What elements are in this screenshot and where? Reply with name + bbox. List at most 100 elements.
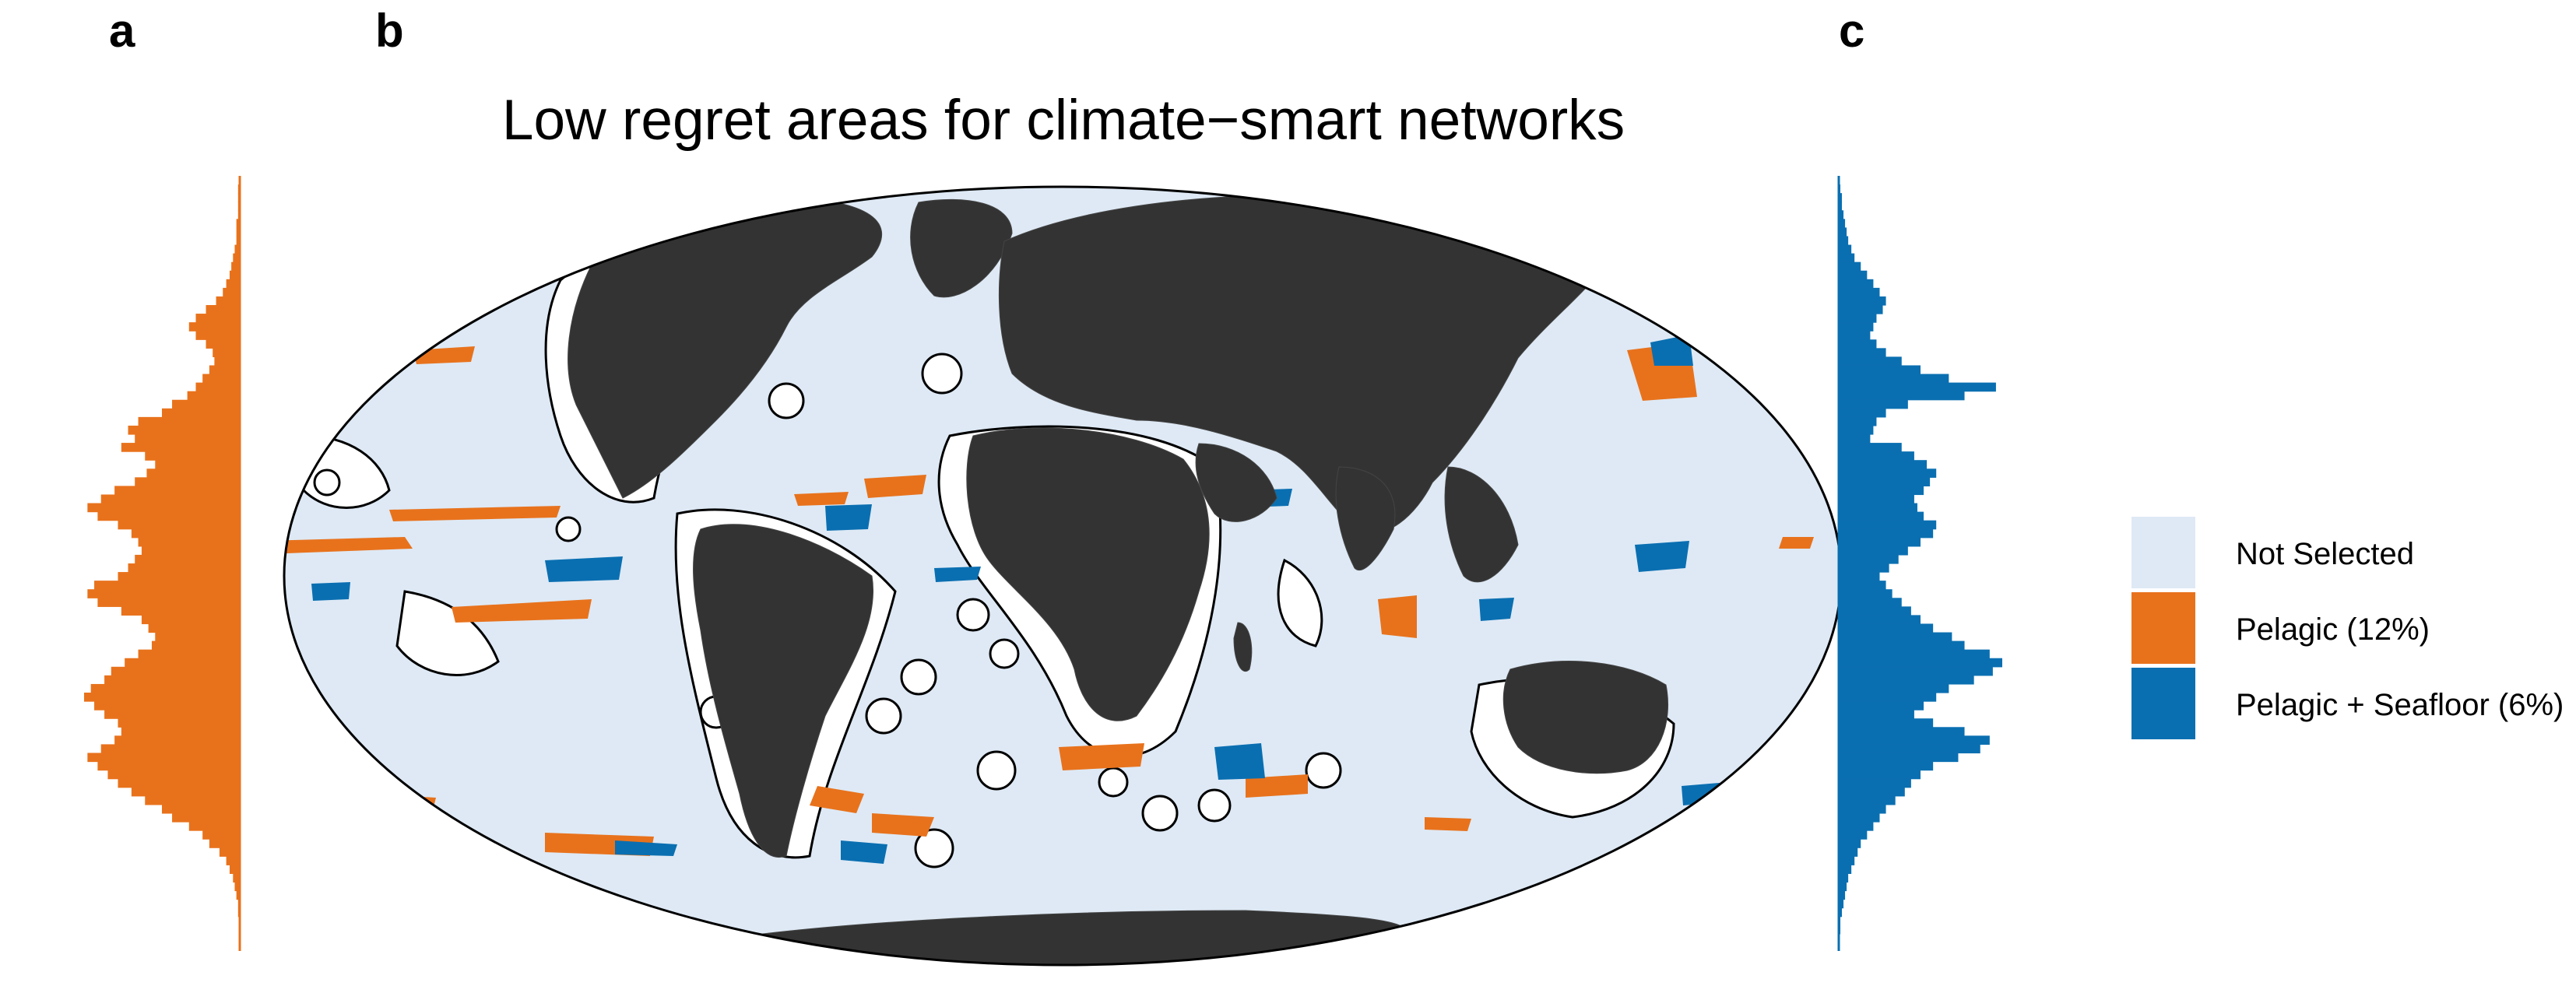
pelagic-seafloor-histogram-bar [1839,554,1899,564]
land-arabia [1195,443,1277,522]
pelagic-seafloor-histogram-bar [1839,270,1868,280]
pelagic-seafloor-histogram-bar [1839,236,1849,246]
pelagic-seafloor-histogram-bar [1839,425,1874,435]
pelagic-histogram-bar [138,537,240,547]
pelagic-seafloor-histogram-bar [1839,305,1883,314]
pelagic-seafloor-histogram-bar [1839,727,1965,736]
pelagic-histogram-bar [141,546,240,556]
pelagic-histogram-bar [231,261,240,272]
pelagic-histogram-bar [135,554,240,564]
pelagic-histogram-bar [206,339,240,349]
panel-label-b: b [375,5,404,57]
pelagic-histogram-bar [162,408,240,418]
pelagic-seafloor-histogram-bar [1839,434,1871,444]
pelagic-seafloor-histogram-bar [1839,219,1846,228]
pelagic-seafloor-histogram-bar [1839,675,1974,685]
legend-label-pelagic-seafloor: Pelagic + Seafloor (6%) [2236,688,2564,722]
pelagic-histogram-bar [223,287,240,297]
land-south-america [693,524,873,858]
pelagic-histogram-bar [216,296,240,306]
pelagic-histogram-bar [233,253,240,263]
pelagic-histogram-bar [187,391,240,401]
pelagic-seafloor-histogram-bar [1839,563,1889,573]
pelagic-histogram-bar [121,727,240,736]
map-title: Low regret areas for climate−smart netwo… [501,89,1625,152]
pelagic-histogram-bar [128,563,240,573]
pelagic-histogram-bar [226,279,240,289]
pelagic-histogram-bar [155,632,240,642]
pelagic-seafloor-histogram-bar [1839,632,1952,642]
pelagic-seafloor-histogram-bar [1839,365,1921,375]
pelagic-histogram-bar [104,710,240,719]
pelagic-seafloor-histogram-bar [1839,589,1892,598]
pelagic-seafloor-histogram-bar [1839,287,1880,297]
pelagic-histogram-bar [206,305,240,314]
pelagic-histogram-bar [229,270,240,280]
pelagic-seafloor-histogram-bar [1839,812,1880,823]
pelagic-seafloor-histogram-bar [1839,511,1924,521]
pelagic-seafloor-histogram-bar [1839,382,1996,392]
pelagic-histogram-bar [209,365,240,375]
pelagic-seafloor-histogram-bar [1839,804,1886,814]
pelagic-histogram-bar [233,873,240,883]
pelagic-seafloor-histogram-bar [1839,486,1924,496]
pelagic-histogram-bar [148,623,240,633]
pelagic-seafloor-histogram-bar [1839,356,1902,367]
panel-label-c: c [1839,5,1865,57]
pelagic-seafloor-histogram-bar [1839,787,1905,797]
pelagic-histogram-bar [195,314,240,323]
panel-label-a: a [109,5,135,57]
pelagic-seafloor-histogram-bar [1839,718,1934,728]
pelagic-histogram-bar [90,683,241,693]
pelagic-seafloor-histogram-bar [1839,572,1880,581]
pelagic-histogram-bar [236,227,240,237]
pelagic-histogram-bar [121,606,240,616]
pelagic-seafloor-histogram-bar [1839,623,1934,633]
pelagic-seafloor-histogram-bar [1839,503,1917,513]
pelagic-histogram-bar [97,598,241,607]
pelagic-seafloor-histogram-bar [1839,279,1874,289]
pelagic-histogram-bar [151,640,240,651]
pelagic-histogram-bar [100,744,240,754]
pelagic-histogram-bar [188,822,240,831]
pelagic-histogram-bar [162,804,240,814]
pelagic-seafloor-histogram-bar [1839,735,1990,745]
pelagic-seafloor-histogram-bar [1839,581,1886,590]
pelagic-seafloor-histogram-bar [1839,710,1914,719]
pelagic-histogram-bar [97,761,241,771]
pelagic-histogram-bar [97,511,241,521]
pelagic-histogram-bar [118,718,240,728]
pelagic-histogram-bar [135,477,240,486]
pelagic-histogram-bar [209,839,240,848]
pelagic-histogram-bar [188,322,240,332]
pelagic-histogram-bar [135,434,240,444]
pelagic-seafloor-histogram-bar [1839,261,1861,272]
pelagic-seafloor-histogram-bar [1839,873,1849,883]
pelagic-histogram-bar [84,693,240,702]
pelagic-histogram-bar [145,795,240,805]
pelagic-seafloor-histogram-bar [1839,374,1949,384]
pelagic-seafloor-histogram-bar [1839,882,1847,892]
pelagic-seafloor-histogram-bar [1839,348,1886,357]
pelagic-histogram-bar [141,615,240,625]
pelagic-seafloor-histogram-bar [1839,683,1949,693]
pelagic-seafloor-histogram-bar [1839,890,1846,900]
pelagic-seafloor-histogram-bar [1839,537,1921,547]
pelagic-seafloor-histogram-bar [1839,314,1877,323]
pelagic-histogram-bar [202,830,240,840]
pelagic-seafloor-histogram-bar [1839,244,1852,254]
pelagic-histogram-bar [87,503,240,513]
pelagic-seafloor-histogram-bar [1839,761,1934,771]
pelagic-histogram-bar [100,494,240,504]
pelagic-seafloor-histogram-bar [1839,822,1874,831]
pelagic-seafloor-histogram-bar [1839,753,1959,763]
pelagic-histogram-bar [87,753,240,763]
pelagic-seafloor-histogram-bar [1839,795,1896,805]
pelagic-histogram-bar [114,735,240,745]
pelagic-seafloor-histogram-bar [1839,443,1902,452]
pelagic-seafloor-histogram-bar [1839,391,1965,401]
pelagic-seafloor-histogram-bar [1839,666,1993,676]
pelagic-seafloor-histogram-bar [1839,847,1858,857]
pelagic-histogram-bar [214,356,240,367]
